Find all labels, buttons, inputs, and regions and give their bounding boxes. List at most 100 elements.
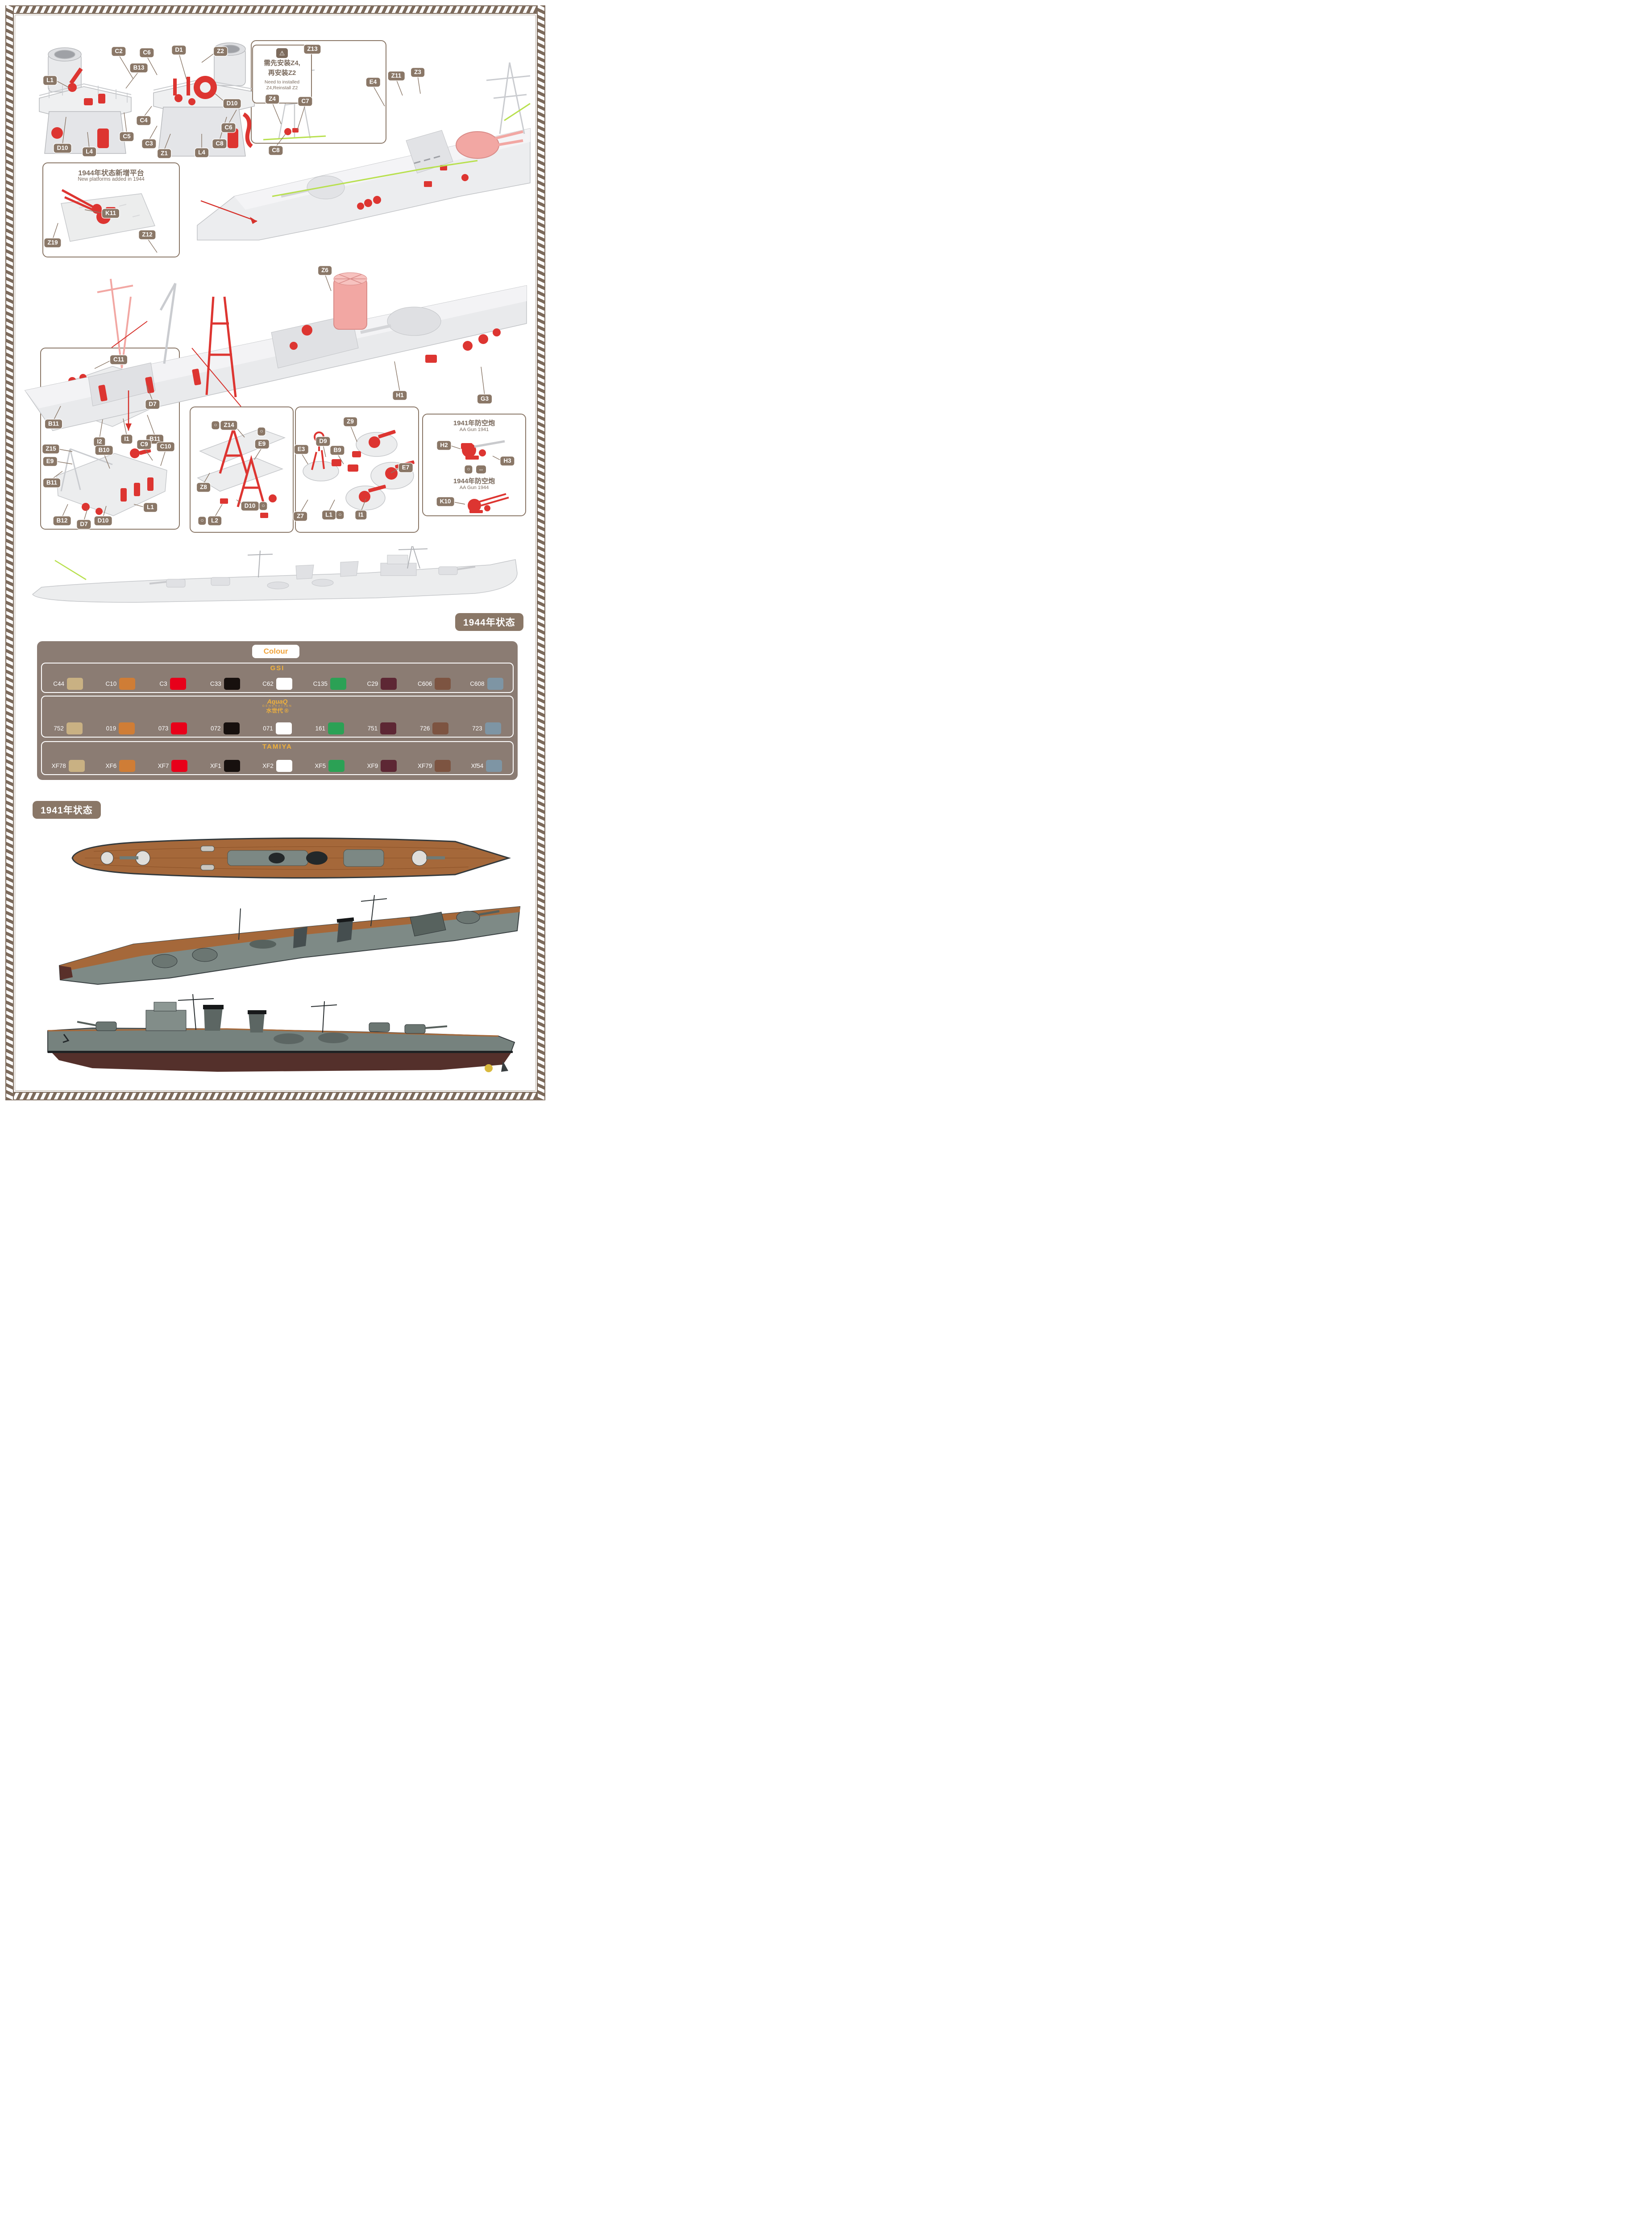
part-label-D10: D10 bbox=[54, 144, 71, 153]
paint-colour-swatch bbox=[66, 678, 83, 690]
part-label-B11: B11 bbox=[45, 419, 62, 428]
paint-swatch-item-XF5: XF5 bbox=[303, 760, 356, 772]
paint-colour-swatch bbox=[487, 678, 503, 690]
note-text-cn-2: 再安装Z2 bbox=[268, 69, 296, 77]
part-label-C2: C2 bbox=[112, 47, 126, 56]
paint-swatch-item-XF6: XF6 bbox=[94, 760, 146, 772]
part-label-○: ○ bbox=[259, 502, 267, 510]
paint-swatch-item-XF78: XF78 bbox=[42, 760, 94, 772]
part-label-E3: E3 bbox=[294, 445, 308, 454]
paint-colour-swatch bbox=[435, 678, 451, 690]
part-label-I1: I1 bbox=[121, 435, 133, 444]
paint-code: 019 bbox=[106, 725, 116, 732]
part-label-L1: L1 bbox=[322, 510, 336, 519]
davits-drawing bbox=[197, 425, 286, 518]
paint-code: C44 bbox=[53, 680, 64, 687]
part-label-C11: C11 bbox=[110, 355, 128, 364]
border-zigzag-bottom bbox=[5, 1092, 545, 1100]
paint-code: 161 bbox=[315, 725, 325, 732]
paint-code: 726 bbox=[419, 725, 430, 732]
paint-colour-swatch bbox=[119, 722, 135, 734]
paint-code: XF6 bbox=[105, 763, 117, 769]
part-label-D7: D7 bbox=[145, 400, 160, 409]
part-label-C8: C8 bbox=[269, 146, 283, 155]
paint-colour-swatch bbox=[432, 722, 449, 734]
paint-swatch-item-072: 072 bbox=[199, 722, 251, 734]
border-zigzag-right bbox=[537, 5, 545, 1100]
paint-colour-swatch bbox=[170, 678, 186, 690]
paint-colour-swatch bbox=[381, 678, 397, 690]
paint-swatch-item-C62: C62 bbox=[251, 678, 303, 690]
paint-code: 072 bbox=[211, 725, 221, 732]
part-label-Z2: Z2 bbox=[214, 47, 227, 56]
part-label-D1: D1 bbox=[172, 46, 186, 54]
paint-colour-swatch bbox=[276, 678, 292, 690]
aa-gun-1941-title-en: AA Gun 1941 bbox=[459, 427, 489, 432]
aa-gun-1944-title-cn: 1944年防空炮 bbox=[453, 477, 495, 485]
part-label-C5: C5 bbox=[120, 132, 134, 141]
part-label-L1: L1 bbox=[43, 76, 57, 85]
paint-colour-swatch bbox=[381, 760, 397, 772]
paint-swatch-item-C44: C44 bbox=[42, 678, 94, 690]
part-label-K10: K10 bbox=[436, 497, 454, 506]
part-label-C7: C7 bbox=[298, 97, 312, 106]
part-label-○: ○ bbox=[336, 511, 344, 519]
part-label-I2: I2 bbox=[94, 437, 105, 446]
brand-header-tamiya: TAMIYA bbox=[262, 743, 292, 751]
paint-colour-swatch bbox=[171, 722, 187, 734]
part-labels-layer: C2 C6 D1 Z2 B13 L1 D10 L4 C5 C4 C3 Z1 L4 C8 C6 D10 Z13 Z4… bbox=[0, 0, 551, 1106]
paint-colour-swatch bbox=[276, 760, 292, 772]
paint-code: C33 bbox=[210, 680, 221, 687]
paint-code: C135 bbox=[313, 680, 328, 687]
paint-swatch-item-C29: C29 bbox=[356, 678, 408, 690]
paint-swatch-item-C608: C608 bbox=[461, 678, 513, 690]
paint-colour-swatch bbox=[275, 722, 292, 734]
part-label-H1: H1 bbox=[393, 391, 407, 400]
part-label-C9: C9 bbox=[137, 440, 151, 449]
paint-colour-swatch bbox=[223, 722, 240, 734]
ship-1941-sideview-drawing bbox=[47, 994, 515, 1072]
part-label-Z7: Z7 bbox=[294, 512, 307, 521]
instruction-sheet: ⚠ 需先安装Z4, 再安装Z2 Need to installed Z4,Rei… bbox=[0, 0, 551, 1106]
part-label-C3: C3 bbox=[142, 139, 156, 148]
paint-swatch-item-C33: C33 bbox=[199, 678, 251, 690]
paint-colour-swatch bbox=[380, 722, 397, 734]
part-label-B10: B10 bbox=[95, 446, 113, 455]
part-label-○: ○ bbox=[465, 465, 473, 473]
paint-code: XF7 bbox=[158, 763, 169, 769]
aqua-generation-logo: AquaQ GENERATION 水世代 ® bbox=[262, 698, 293, 714]
paint-swatch-item-XF9: XF9 bbox=[356, 760, 408, 772]
part-label-D10: D10 bbox=[241, 502, 259, 510]
part-label-○: ○ bbox=[212, 421, 220, 429]
part-label-E9: E9 bbox=[255, 440, 269, 448]
part-label-L2: L2 bbox=[208, 516, 221, 525]
part-label-K11: K11 bbox=[102, 209, 120, 218]
paint-colour-swatch bbox=[328, 760, 345, 772]
note-text-en-1: Need to installed bbox=[264, 79, 300, 85]
state-badge-1944: 1944年状态 bbox=[455, 613, 523, 631]
part-label-Z12: Z12 bbox=[139, 230, 156, 239]
ship-1941-topview-drawing bbox=[71, 837, 511, 879]
paint-colour-swatch bbox=[330, 678, 346, 690]
paint-colour-swatch bbox=[119, 678, 136, 690]
paint-code: Xf54 bbox=[471, 763, 484, 769]
deckhouse-lower-drawing bbox=[56, 448, 167, 516]
paint-swatch-item-Xf54: Xf54 bbox=[461, 760, 513, 772]
paint-code: XF2 bbox=[262, 763, 274, 769]
aa-gun-1941-title-cn: 1941年防空炮 bbox=[453, 419, 495, 427]
paint-swatch-item-XF79: XF79 bbox=[408, 760, 461, 772]
part-label-I1: I1 bbox=[355, 510, 367, 519]
paint-swatch-item-XF7: XF7 bbox=[146, 760, 199, 772]
part-label-Z9: Z9 bbox=[344, 417, 357, 426]
part-label-C8: C8 bbox=[212, 139, 227, 148]
paint-swatch-item-726: 726 bbox=[408, 722, 461, 734]
paint-colour-swatch bbox=[171, 760, 188, 772]
part-label-E9: E9 bbox=[43, 457, 57, 466]
part-label-Z15: Z15 bbox=[42, 444, 59, 453]
paint-code: 073 bbox=[158, 725, 169, 732]
paint-code: C608 bbox=[470, 680, 485, 687]
paint-colour-swatch bbox=[66, 722, 83, 734]
part-label-L4: L4 bbox=[195, 148, 208, 157]
paint-colour-swatch bbox=[119, 760, 136, 772]
part-label-B13: B13 bbox=[130, 63, 148, 72]
